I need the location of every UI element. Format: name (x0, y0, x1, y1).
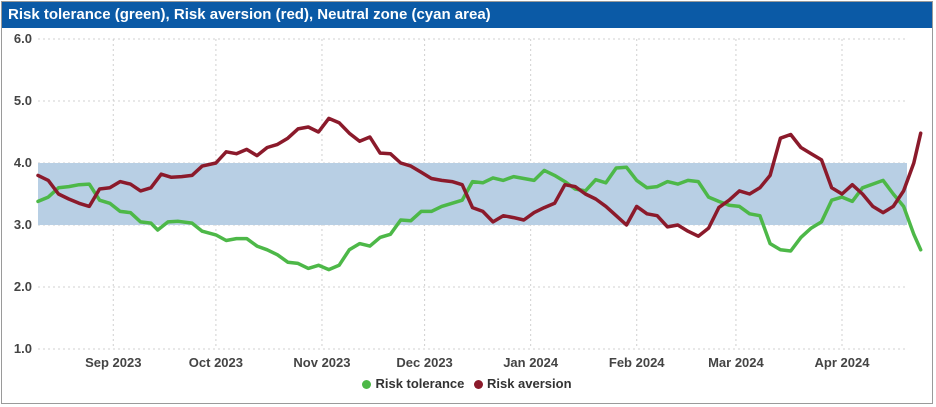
x-tick-label: Apr 2024 (815, 355, 871, 370)
legend-label-risk-tolerance: Risk tolerance (375, 376, 465, 391)
x-tick-label: Oct 2023 (189, 355, 243, 370)
axis-layer: 1.0 2.0 3.0 4.0 5.0 6.0 Sep 2023 Oct 2023 Nov 20… (14, 31, 870, 370)
x-tick-label: Nov 2023 (293, 355, 350, 370)
y-tick-label: 3.0 (14, 217, 32, 232)
x-tick-label: Feb 2024 (609, 355, 665, 370)
legend: Risk tolerance Risk aversion (2, 376, 932, 391)
y-tick-label: 6.0 (14, 31, 32, 46)
series-layer (36, 116, 923, 272)
y-tick-label: 1.0 (14, 341, 32, 356)
y-tick-label: 4.0 (14, 155, 32, 170)
x-tick-label: Dec 2023 (396, 355, 452, 370)
neutral-zone-band (38, 163, 907, 225)
series-line-risk-tolerance (36, 165, 923, 272)
legend-item-risk-tolerance[interactable]: Risk tolerance (362, 376, 464, 391)
series-line-risk-aversion (36, 116, 923, 238)
x-tick-label: Sep 2023 (85, 355, 141, 370)
y-tick-label: 5.0 (14, 93, 32, 108)
legend-marker-risk-aversion (473, 380, 483, 389)
chart-title: Risk tolerance (green), Risk aversion (r… (2, 2, 932, 28)
legend-item-risk-aversion[interactable]: Risk aversion (473, 376, 572, 391)
neutral-zone-layer (38, 163, 907, 225)
x-tick-label: Mar 2024 (708, 355, 764, 370)
y-tick-label: 2.0 (14, 279, 32, 294)
legend-marker-risk-tolerance (362, 380, 372, 389)
x-tick-label: Jan 2024 (503, 355, 559, 370)
legend-label-risk-aversion: Risk aversion (486, 376, 572, 391)
